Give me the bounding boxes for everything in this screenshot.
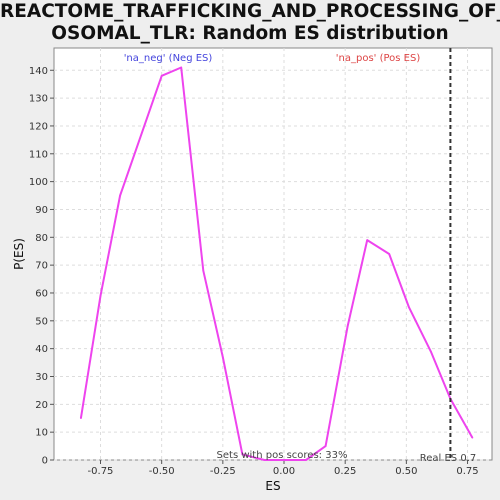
y-tick-label: 40 — [35, 344, 48, 355]
data-point — [324, 445, 327, 447]
annotations: 'na_neg' (Neg ES) 'na_pos' (Pos ES) Sets w… — [124, 53, 477, 464]
data-point — [80, 417, 82, 420]
data-point — [99, 294, 102, 297]
x-tick-label: 0.00 — [273, 466, 295, 477]
y-tick-label: 50 — [35, 316, 48, 327]
x-tick-label: -0.75 — [88, 466, 114, 477]
y-tick-label: 140 — [29, 66, 48, 77]
neg-es-label: 'na_neg' (Neg ES) — [124, 53, 213, 64]
x-tick-label: 0.75 — [456, 466, 478, 477]
x-axis-label: ES — [265, 479, 280, 493]
data-point — [388, 253, 391, 255]
chart-title-line1: REACTOME_TRAFFICKING_AND_PROCESSING_OF_E… — [0, 1, 500, 22]
sets-pos-scores-label: Sets with pos scores: 33% — [217, 450, 348, 461]
data-point — [366, 239, 369, 241]
grid-lines — [54, 48, 492, 461]
data-point — [346, 325, 349, 328]
y-tick-label: 100 — [29, 177, 48, 188]
data-point — [471, 436, 474, 439]
data-point — [430, 350, 432, 353]
data-point — [180, 66, 183, 69]
x-tick-label: 0.50 — [395, 466, 417, 477]
data-point — [160, 75, 163, 77]
y-tick-label: 110 — [29, 149, 48, 160]
data-point — [241, 453, 244, 456]
real-es-label: Real ES 0.7 — [420, 453, 476, 464]
x-tick-label: -0.25 — [210, 466, 236, 477]
data-point — [283, 459, 285, 461]
y-tick-label: 120 — [29, 121, 48, 132]
axes: 0 10 20 30 40 50 60 70 80 90 100 110 120 130 140 -0.75 -… — [29, 66, 479, 477]
y-tick-label: 30 — [35, 372, 48, 383]
x-tick-label: 0.25 — [334, 466, 356, 477]
y-tick-label: 130 — [29, 94, 48, 105]
data-point — [222, 356, 224, 358]
y-tick-label: 0 — [42, 456, 48, 467]
y-tick-label: 20 — [35, 400, 48, 411]
data-point — [202, 269, 205, 272]
data-point — [408, 306, 410, 308]
y-axis-label: P(ES) — [12, 238, 26, 270]
data-point — [263, 459, 266, 461]
y-tick-label: 80 — [35, 233, 48, 244]
data-point — [305, 459, 307, 461]
x-tick-label: -0.50 — [149, 466, 175, 477]
data-point — [119, 194, 121, 197]
series-group — [79, 48, 474, 461]
pos-es-label: 'na_pos' (Pos ES) — [336, 53, 421, 64]
y-tick-label: 60 — [35, 288, 48, 299]
chart-title: REACTOME_TRAFFICKING_AND_PROCESSING_OF_E… — [0, 1, 500, 45]
y-tick-label: 10 — [35, 428, 48, 439]
y-tick-label: 90 — [35, 205, 48, 216]
y-tick-label: 70 — [35, 261, 48, 272]
chart-title-line2: OSOMAL_TLR: Random ES distribution — [51, 23, 449, 44]
plot-area — [53, 47, 493, 461]
